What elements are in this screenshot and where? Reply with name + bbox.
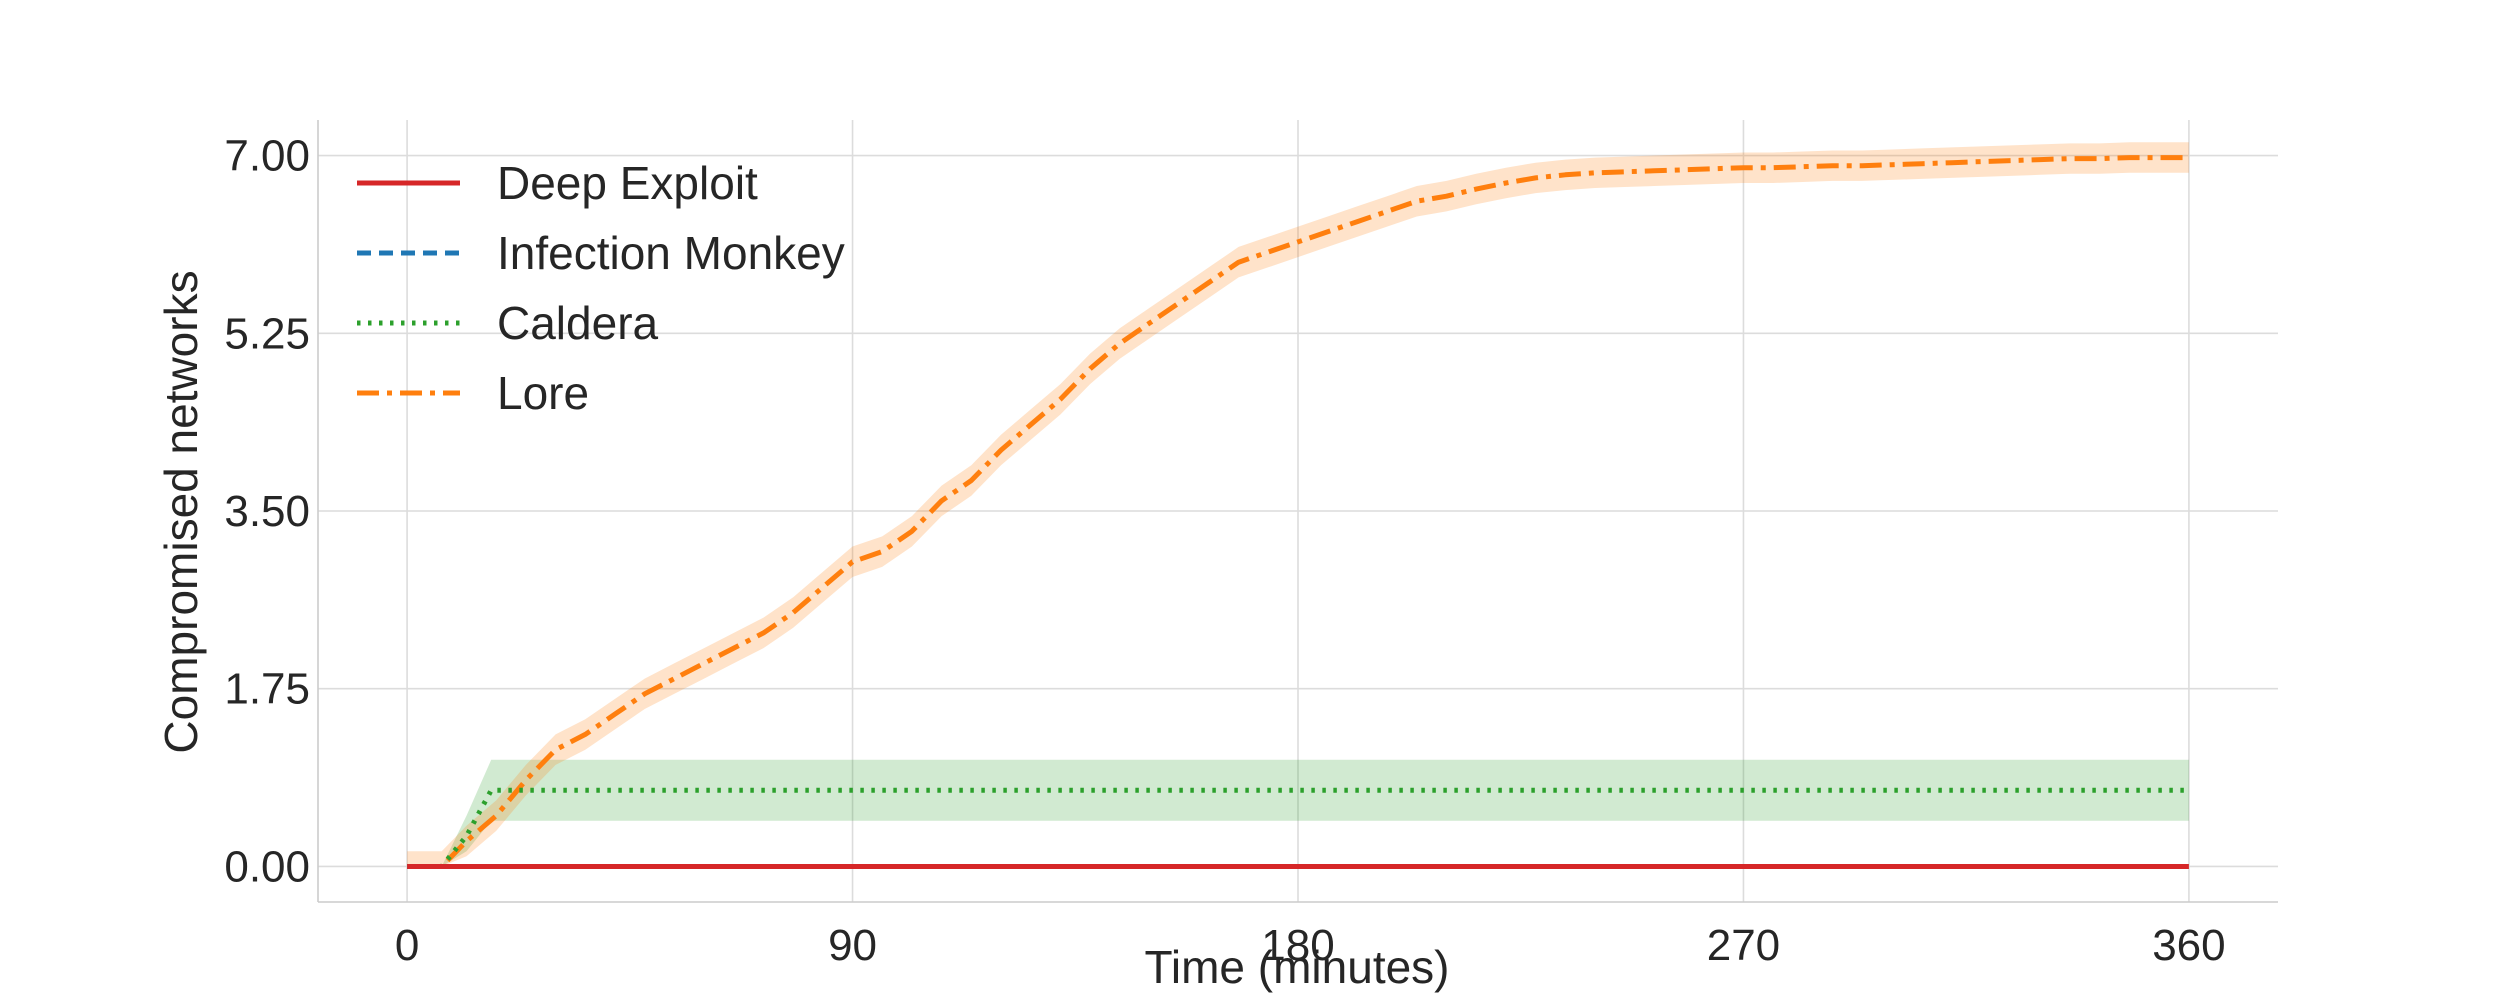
x-tick-label: 270 [1707, 921, 1780, 970]
legend: Deep Exploit Infection Monkey Caldera Lore [357, 157, 845, 419]
tick-labels: 0 90 180 270 360 0.00 1.75 3.50 5.25 7.00 [224, 132, 2225, 970]
caldera-band [407, 759, 2189, 867]
x-tick-label: 90 [828, 921, 877, 970]
x-tick-label: 0 [395, 921, 419, 970]
y-tick-label: 3.50 [224, 487, 310, 536]
confidence-bands [407, 142, 2189, 867]
x-axis-label: Time (minutes) [1145, 941, 1450, 993]
legend-label-caldera: Caldera [497, 297, 659, 349]
y-tick-label: 7.00 [224, 132, 310, 181]
y-tick-label: 5.25 [224, 309, 310, 358]
legend-label-deep-exploit: Deep Exploit [497, 157, 758, 209]
lore-line [407, 155, 2189, 869]
axes-frame [317, 120, 2278, 903]
series-lines [407, 155, 2189, 869]
legend-label-lore: Lore [497, 367, 589, 419]
y-tick-label: 1.75 [224, 665, 310, 714]
y-axis-label: Compromised networks [155, 270, 207, 753]
x-tick-label: 360 [2152, 921, 2225, 970]
legend-label-infection-monkey: Infection Monkey [497, 227, 845, 279]
x-tick-label: 180 [1261, 921, 1334, 970]
y-tick-label: 0.00 [224, 842, 310, 891]
